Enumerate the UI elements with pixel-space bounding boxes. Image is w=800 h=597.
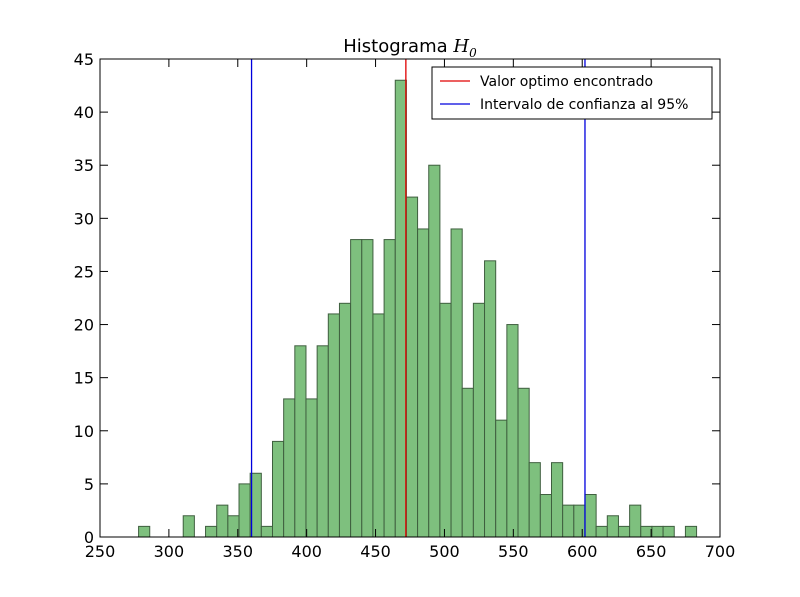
- histogram-bar: [338, 302, 352, 538]
- histogram-bar: [361, 239, 374, 538]
- histogram-bar: [260, 525, 273, 538]
- histogram-bar: [405, 196, 419, 538]
- y-tick-label: 30: [74, 209, 94, 228]
- histogram-bar: [294, 345, 307, 538]
- y-tick-label: 25: [74, 262, 94, 281]
- histogram-bar: [428, 164, 441, 538]
- histogram-bar: [495, 419, 508, 538]
- x-tick-label: 600: [567, 542, 598, 561]
- histogram-bar: [539, 494, 552, 538]
- y-tick-label: 15: [74, 369, 94, 388]
- histogram-bar: [640, 525, 653, 538]
- histogram-bar: [394, 79, 407, 538]
- legend: Valor optimo encontrado Intervalo de conf…: [431, 66, 713, 120]
- x-tick-label: 500: [429, 542, 460, 561]
- histogram-bar: [283, 398, 296, 538]
- histogram-bar: [662, 525, 675, 538]
- y-tick-label: 35: [74, 156, 94, 175]
- histogram-bar: [573, 504, 586, 538]
- y-tick-label: 45: [74, 50, 94, 69]
- histogram-bar: [595, 525, 608, 538]
- histogram-bar: [472, 302, 486, 538]
- axes: 250 300 350 400 450 500 550 600 650 700 0 5 10 15 20 25…: [74, 50, 736, 561]
- histogram-bar: [372, 313, 385, 538]
- histogram-bar: [316, 345, 329, 538]
- histogram-bar: [182, 515, 195, 538]
- histogram-bar: [417, 228, 430, 538]
- histogram-bar: [350, 239, 363, 538]
- histogram-bar: [305, 398, 318, 538]
- y-tick-label: 5: [84, 475, 94, 494]
- y-tick-label: 0: [84, 528, 94, 547]
- histogram-bar: [461, 387, 474, 538]
- histogram-bar: [562, 504, 575, 538]
- y-tick-label: 40: [74, 103, 94, 122]
- x-tick-label: 650: [636, 542, 667, 561]
- histogram-bar: [584, 494, 597, 538]
- histogram-bar: [327, 313, 340, 538]
- histogram-bar: [629, 504, 642, 538]
- histogram-bar: [517, 387, 530, 538]
- x-tick-label: 300: [154, 542, 185, 561]
- histogram-bar: [205, 525, 218, 538]
- histogram-bar: [550, 462, 564, 538]
- x-tick-label: 700: [705, 542, 736, 561]
- legend-box: [431, 66, 713, 120]
- histogram-bar: [439, 302, 452, 538]
- histogram-bar: [606, 515, 619, 538]
- chart-title: Histograma H0: [343, 36, 477, 60]
- x-tick-label: 250: [85, 542, 116, 561]
- histogram-bar: [617, 525, 631, 538]
- x-tick-label: 450: [360, 542, 391, 561]
- x-tick-label: 400: [291, 542, 322, 561]
- histogram-bar: [450, 228, 463, 538]
- x-tick-label: 350: [223, 542, 254, 561]
- histogram-bar: [216, 504, 229, 538]
- histogram-bar: [651, 525, 664, 538]
- y-tick-label: 10: [74, 422, 94, 441]
- x-tick-label: 550: [498, 542, 529, 561]
- histogram-bar: [506, 324, 519, 538]
- histogram-bar: [684, 525, 698, 538]
- histogram-bar: [238, 483, 251, 538]
- histogram-bar: [138, 525, 151, 538]
- histogram-bar: [271, 440, 285, 538]
- histogram-bar: [528, 462, 541, 538]
- histogram-bar: [383, 239, 396, 538]
- legend-label: Intervalo de confianza al 95%: [480, 97, 688, 113]
- axes-frame: [99, 58, 721, 538]
- histogram-bar: [484, 260, 497, 538]
- legend-label: Valor optimo encontrado: [480, 74, 653, 90]
- reference-lines: [250, 59, 586, 537]
- y-tick-label: 20: [74, 316, 94, 335]
